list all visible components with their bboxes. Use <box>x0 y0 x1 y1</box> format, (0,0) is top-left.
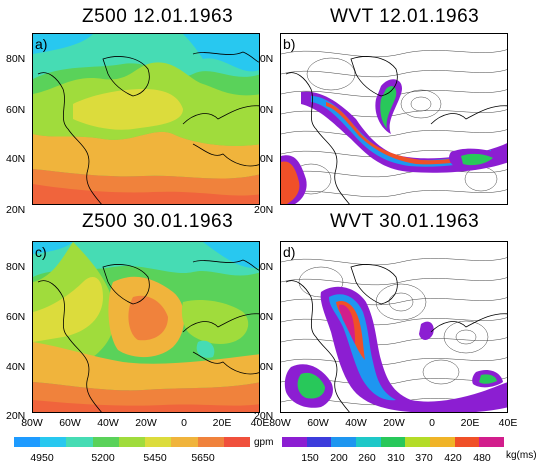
colorbar-swatch <box>14 437 41 447</box>
panel-c-label: c) <box>35 244 47 260</box>
wvt-colorbar-label: 200 <box>330 452 348 464</box>
lon-label: 20W <box>383 417 405 429</box>
colorbar-swatch <box>356 437 381 447</box>
wvt-colorbar-label: 370 <box>415 452 433 464</box>
colorbar-swatch <box>118 437 146 447</box>
panel-a-title: Z500 12.01.1963 <box>82 6 234 27</box>
map-panel-a: a) <box>32 33 260 205</box>
z500-colorbar-label: 5200 <box>91 452 115 464</box>
lon-label: 60W <box>59 417 81 429</box>
lat-label: 20N <box>6 410 26 422</box>
lat-label: 40N <box>6 153 26 165</box>
lat-label: 20N <box>6 204 26 216</box>
panel-c-title: Z500 30.01.1963 <box>82 211 234 232</box>
colorbar-swatch <box>282 437 307 447</box>
wvt-colorbar-label: 310 <box>387 452 405 464</box>
colorbar-swatch <box>430 437 455 447</box>
panel-b-label: b) <box>283 36 296 52</box>
lon-label: 40E <box>250 417 270 429</box>
lon-label: 60W <box>307 417 329 429</box>
colorbar-swatch <box>380 437 406 447</box>
lat-label: 80N <box>6 53 26 65</box>
lat-label: 80N <box>6 261 26 273</box>
map-panel-d: d) <box>280 241 508 413</box>
colorbar-swatch <box>145 437 172 447</box>
lon-label: 20W <box>135 417 157 429</box>
panel-a-label: a) <box>35 36 48 52</box>
lon-label: 40W <box>345 417 367 429</box>
colorbar-swatch <box>171 437 198 447</box>
colorbar-swatch <box>454 437 480 447</box>
lon-label: 40E <box>498 417 518 429</box>
wvt-colorbar-label: 150 <box>301 452 319 464</box>
wvt-colorbar <box>282 437 505 447</box>
colorbar-swatch <box>306 437 332 447</box>
lon-label: 20E <box>212 417 232 429</box>
wvt-colorbar-unit: kg(ms) <box>506 450 537 461</box>
panel-d-label: d) <box>283 244 296 260</box>
colorbar-swatch <box>66 437 93 447</box>
colorbar-swatch <box>331 437 357 447</box>
colorbar-swatch <box>40 437 67 447</box>
colorbar-swatch <box>405 437 431 447</box>
z500-colorbar-unit: gpm <box>254 437 274 448</box>
lat-label: 20N <box>254 204 274 216</box>
z500-colorbar-label: 5450 <box>143 452 167 464</box>
map-panel-b: b) <box>280 33 508 205</box>
lon-label: 80W <box>269 417 291 429</box>
wvt-colorbar-label: 420 <box>444 452 462 464</box>
lat-label: 20N <box>254 410 274 422</box>
lat-label: 60N <box>6 311 26 323</box>
colorbar-swatch <box>92 437 119 447</box>
wvt-colorbar-label: 480 <box>473 452 491 464</box>
wvt-colorbar-label: 260 <box>358 452 376 464</box>
colorbar-swatch <box>197 437 224 447</box>
lon-label: 80W <box>21 417 43 429</box>
z500-colorbar-label: 5650 <box>191 452 215 464</box>
map-panel-c: c) <box>32 241 260 413</box>
lon-label: 40W <box>97 417 119 429</box>
colorbar-swatch <box>223 437 250 447</box>
lon-label: 0 <box>181 417 187 429</box>
lat-label: 40N <box>6 361 26 373</box>
lon-label: 20E <box>460 417 480 429</box>
panel-d-title: WVT 30.01.1963 <box>330 211 480 232</box>
panel-b-title: WVT 12.01.1963 <box>330 6 480 27</box>
colorbar-swatch <box>479 437 505 447</box>
z500-colorbar-label: 4950 <box>30 452 54 464</box>
lon-label: 0 <box>429 417 435 429</box>
z500-colorbar <box>14 437 250 447</box>
lat-label: 60N <box>6 104 26 116</box>
